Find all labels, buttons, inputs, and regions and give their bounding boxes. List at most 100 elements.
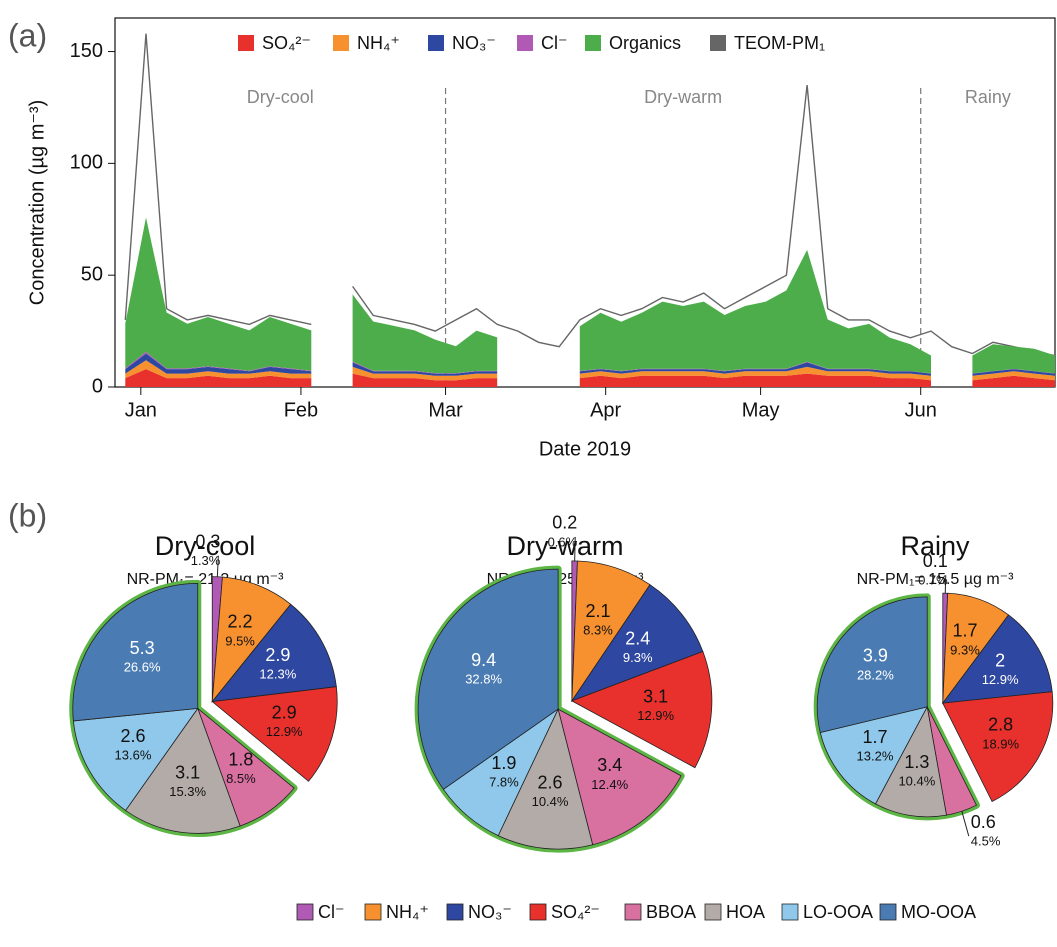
line-series bbox=[124, 33, 1056, 357]
slice-concentration: 2.1 bbox=[585, 601, 610, 621]
slice-concentration: 2 bbox=[995, 650, 1005, 670]
slice-concentration: 2.6 bbox=[538, 772, 563, 792]
pie-slice bbox=[211, 686, 338, 782]
slice-percent: 13.6% bbox=[115, 748, 152, 763]
legend-swatch bbox=[428, 35, 444, 51]
slice-percent: 8.3% bbox=[583, 623, 613, 638]
pie-slice bbox=[942, 691, 1054, 803]
pie-slice bbox=[417, 568, 559, 790]
slice-percent: 12.9% bbox=[637, 708, 674, 723]
legend-swatch bbox=[529, 903, 547, 921]
x-axis-label: Date 2019 bbox=[539, 438, 631, 460]
legend-swatch bbox=[517, 35, 533, 51]
slice-concentration: 2.6 bbox=[120, 726, 145, 746]
slice-concentration: 2.8 bbox=[988, 715, 1013, 735]
x-tick-label: Feb bbox=[284, 399, 318, 421]
panel-label: (b) bbox=[8, 497, 47, 533]
area-series bbox=[125, 217, 1056, 374]
pie-slice bbox=[211, 576, 292, 703]
legend-swatch bbox=[710, 35, 726, 51]
y-tick-label: 50 bbox=[81, 263, 103, 285]
area-series bbox=[125, 353, 1056, 376]
pie-slice bbox=[816, 596, 928, 733]
slice-concentration: 3.1 bbox=[643, 686, 668, 706]
y-tick-label: 150 bbox=[70, 40, 103, 62]
slice-concentration: 2.9 bbox=[265, 645, 290, 665]
slice-concentration: 2.4 bbox=[625, 629, 650, 649]
slice-percent: 12.3% bbox=[259, 667, 296, 682]
period-label: Dry-cool bbox=[247, 87, 314, 107]
slice-percent: 0.6% bbox=[548, 534, 578, 549]
slice-percent: 12.9% bbox=[982, 672, 1019, 687]
legend-swatch bbox=[238, 35, 254, 51]
slice-percent: 18.9% bbox=[982, 736, 1019, 751]
pie-slice bbox=[570, 650, 713, 769]
legend-label: NH₄⁺ bbox=[357, 33, 400, 53]
pie-title: Rainy bbox=[900, 531, 970, 561]
pie-slice bbox=[72, 583, 199, 722]
pie-slice bbox=[570, 584, 704, 702]
pie-slice bbox=[125, 707, 241, 834]
legend-label: NH₄⁺ bbox=[386, 902, 429, 922]
legend-label: MO-OOA bbox=[901, 902, 976, 922]
slice-percent: 26.6% bbox=[124, 660, 161, 675]
legend-swatch bbox=[704, 903, 722, 921]
slice-percent: 7.8% bbox=[489, 775, 519, 790]
legend-swatch bbox=[446, 903, 464, 921]
slice-percent: 28.2% bbox=[857, 667, 894, 682]
slice-percent: 8.5% bbox=[226, 771, 256, 786]
legend-label: SO₄²⁻ bbox=[262, 33, 311, 53]
legend-swatch bbox=[333, 35, 349, 51]
legend-label: Organics bbox=[609, 33, 681, 53]
slice-concentration: 2.9 bbox=[272, 702, 297, 722]
legend-label: Cl⁻ bbox=[541, 33, 568, 53]
legend-swatch bbox=[781, 903, 799, 921]
legend-swatch bbox=[364, 903, 382, 921]
x-tick-label: Mar bbox=[428, 399, 463, 421]
pie-slice bbox=[819, 706, 928, 805]
pie-slice bbox=[211, 603, 337, 703]
pie-slice bbox=[941, 614, 1053, 704]
slice-percent: 12.4% bbox=[591, 777, 628, 792]
y-tick-label: 0 bbox=[92, 375, 103, 397]
legend-swatch bbox=[879, 903, 897, 921]
panel-label: (a) bbox=[8, 17, 47, 53]
legend-label: NO₃⁻ bbox=[468, 902, 512, 922]
slice-percent: 10.4% bbox=[898, 773, 935, 788]
pie-subtitle: NR-PM₁= 15.5 µg m⁻³ bbox=[857, 571, 1015, 588]
legend-label: TEOM-PM₁ bbox=[734, 33, 825, 53]
x-tick-label: Jun bbox=[905, 399, 937, 421]
slice-concentration: 2.2 bbox=[228, 612, 253, 632]
leader-line bbox=[574, 536, 576, 561]
pie-title: Dry-cool bbox=[155, 531, 256, 561]
slice-percent: 12.9% bbox=[266, 724, 303, 739]
pie-title: Dry-warm bbox=[507, 531, 624, 561]
slice-concentration: 1.9 bbox=[491, 753, 516, 773]
legend-swatch bbox=[296, 903, 314, 921]
slice-concentration: 0.1 bbox=[923, 551, 948, 571]
x-tick-label: Jan bbox=[125, 399, 157, 421]
slice-percent: 10.4% bbox=[532, 794, 569, 809]
slice-percent: 1.3% bbox=[191, 553, 221, 568]
slice-concentration: 5.3 bbox=[130, 638, 155, 658]
slice-percent: 9.3% bbox=[623, 650, 653, 665]
period-label: Rainy bbox=[965, 87, 1011, 107]
leader-line bbox=[961, 811, 970, 837]
pie-slice bbox=[72, 707, 199, 812]
leader-line bbox=[216, 555, 219, 577]
legend-label: LO-OOA bbox=[803, 902, 873, 922]
slice-concentration: 1.7 bbox=[862, 727, 887, 747]
slice-percent: 13.2% bbox=[857, 749, 894, 764]
period-label: Dry-warm bbox=[644, 87, 722, 107]
area-series bbox=[125, 360, 1056, 381]
legend-label: BBOA bbox=[646, 902, 696, 922]
pie-slice bbox=[497, 707, 594, 850]
legend-label: SO₄²⁻ bbox=[551, 902, 600, 922]
slice-percent: 0.7% bbox=[918, 573, 948, 588]
legend-label: NO₃⁻ bbox=[452, 33, 496, 53]
pie-subtitle: NR-PM₁= 21.3 µg m⁻³ bbox=[127, 571, 285, 588]
slice-concentration: 9.4 bbox=[471, 650, 496, 670]
slice-concentration: 0.3 bbox=[195, 531, 220, 551]
